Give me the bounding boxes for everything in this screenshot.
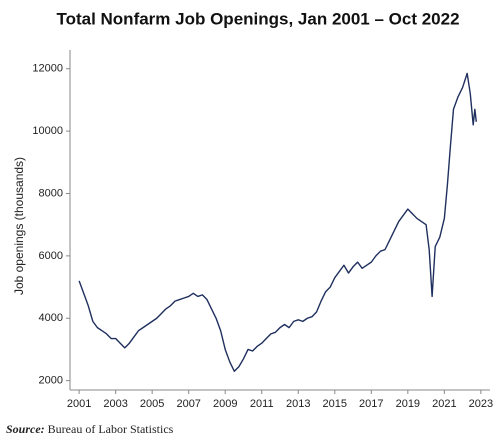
- x-tick-label: 2009: [213, 398, 237, 410]
- x-tick-label: 2019: [396, 398, 420, 410]
- x-tick-label: 2021: [432, 398, 456, 410]
- y-tick-label: 10000: [32, 125, 63, 137]
- source-text: Bureau of Labor Statistics: [48, 422, 174, 436]
- x-tick-label: 2001: [67, 398, 91, 410]
- x-tick-label: 2015: [323, 398, 347, 410]
- x-tick-label: 2003: [103, 398, 127, 410]
- x-tick-label: 2023: [469, 398, 493, 410]
- source-label: Source:: [6, 422, 45, 436]
- y-tick-label: 12000: [32, 63, 63, 75]
- x-tick-label: 2005: [140, 398, 164, 410]
- x-tick-label: 2011: [250, 398, 274, 410]
- source: Source: Bureau of Labor Statistics: [6, 422, 174, 436]
- y-tick-label: 4000: [39, 312, 63, 324]
- y-tick-label: 8000: [39, 187, 63, 199]
- y-tick-label: 6000: [39, 250, 63, 262]
- x-tick-label: 2013: [286, 398, 310, 410]
- y-tick-label: 2000: [39, 375, 63, 387]
- chart-title: Total Nonfarm Job Openings, Jan 2001 – O…: [56, 9, 459, 28]
- x-tick-label: 2007: [176, 398, 200, 410]
- line-series: [78, 72, 477, 372]
- y-axis-label: Job openings (thousands): [12, 157, 26, 295]
- x-tick-label: 2017: [359, 398, 383, 410]
